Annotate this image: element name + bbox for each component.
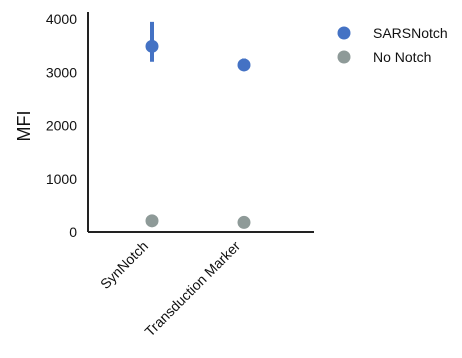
- x-tick-label: SynNotch: [97, 238, 151, 292]
- y-tick-label: 1000: [46, 171, 77, 187]
- y-axis-title: MFI: [14, 111, 34, 142]
- y-tick-label: 4000: [46, 11, 77, 27]
- data-point: [145, 39, 159, 53]
- axes: [87, 12, 314, 233]
- legend-label: No Notch: [373, 49, 431, 65]
- data-point: [145, 214, 159, 228]
- data-point: [237, 58, 251, 72]
- y-tick-label: 2000: [46, 118, 77, 134]
- legend-marker: [337, 50, 351, 64]
- legend-marker: [337, 26, 351, 40]
- y-tick-label: 3000: [46, 64, 77, 80]
- legend: SARSNotch No Notch: [337, 25, 448, 65]
- y-tick-labels: 0 1000 2000 3000 4000: [46, 11, 77, 240]
- data-marks: [145, 21, 251, 229]
- x-tick-label: Transduction Marker: [141, 238, 243, 340]
- data-point: [237, 215, 251, 229]
- legend-label: SARSNotch: [373, 25, 448, 41]
- y-tick-label: 0: [69, 224, 77, 240]
